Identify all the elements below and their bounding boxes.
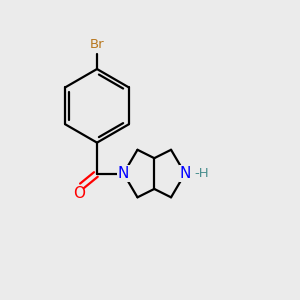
Text: -H: -H — [195, 167, 209, 180]
Text: Br: Br — [90, 38, 104, 51]
Text: N: N — [179, 166, 191, 181]
Text: O: O — [73, 186, 85, 201]
Text: N: N — [118, 166, 129, 181]
